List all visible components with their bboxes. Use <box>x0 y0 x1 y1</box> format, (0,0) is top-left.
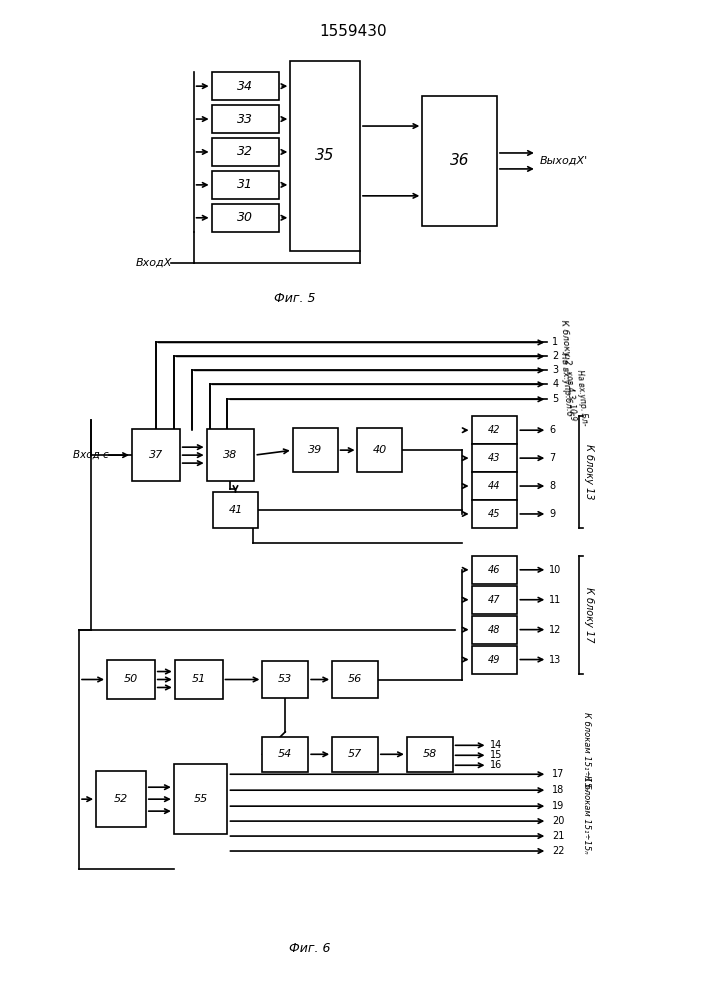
Text: 39: 39 <box>308 445 322 455</box>
Text: 10: 10 <box>549 565 561 575</box>
Text: 54: 54 <box>278 749 293 759</box>
Bar <box>472 586 518 614</box>
Text: 57: 57 <box>348 749 362 759</box>
Bar <box>472 646 518 674</box>
Bar <box>472 556 518 584</box>
Text: 14: 14 <box>489 740 502 750</box>
Bar <box>262 661 308 698</box>
Text: 3: 3 <box>552 365 559 375</box>
Text: 44: 44 <box>489 481 501 491</box>
Text: 33: 33 <box>238 113 253 126</box>
Text: На вх.упр. Бл-
ков 4,3, 10,9: На вх.упр. Бл- ков 4,3, 10,9 <box>564 369 588 427</box>
Bar <box>472 444 518 472</box>
Text: К блокам 15₁÷15ₙ: К блокам 15₁÷15ₙ <box>582 775 591 853</box>
Text: 40: 40 <box>373 445 387 455</box>
Text: 42: 42 <box>489 425 501 435</box>
Bar <box>422 96 497 226</box>
Bar <box>291 61 360 251</box>
Text: 12: 12 <box>549 625 561 635</box>
Text: К блоку 17: К блоку 17 <box>584 587 594 642</box>
Text: 47: 47 <box>489 595 501 605</box>
Text: 6: 6 <box>549 425 556 435</box>
Text: 53: 53 <box>278 674 293 684</box>
Bar <box>211 72 279 100</box>
Text: 37: 37 <box>148 450 163 460</box>
Text: ВходX: ВходX <box>136 258 173 268</box>
Text: 32: 32 <box>238 145 253 158</box>
Bar <box>211 105 279 133</box>
Text: 4: 4 <box>552 379 559 389</box>
Text: 46: 46 <box>489 565 501 575</box>
Text: 22: 22 <box>552 846 565 856</box>
Text: 41: 41 <box>228 505 243 515</box>
Text: 49: 49 <box>489 655 501 665</box>
Text: 36: 36 <box>450 153 469 168</box>
Bar <box>206 429 255 481</box>
Text: 21: 21 <box>552 831 565 841</box>
Text: На вх.упр.бл.6: На вх.упр.бл.6 <box>559 352 573 416</box>
Text: 13: 13 <box>549 655 561 665</box>
Text: 38: 38 <box>223 450 238 460</box>
Text: 8: 8 <box>549 481 556 491</box>
Bar <box>472 616 518 644</box>
Bar <box>96 771 146 827</box>
Text: Фиг. 5: Фиг. 5 <box>274 292 316 305</box>
Bar <box>107 660 155 699</box>
Text: Вход с: Вход с <box>73 450 109 460</box>
Text: 15: 15 <box>489 750 502 760</box>
Bar <box>472 416 518 444</box>
Text: 17: 17 <box>552 769 565 779</box>
Text: К блоку 13: К блоку 13 <box>584 444 594 500</box>
Text: 7: 7 <box>549 453 556 463</box>
Bar <box>213 492 258 528</box>
Text: ВыходX': ВыходX' <box>539 156 588 166</box>
Text: 16: 16 <box>489 760 502 770</box>
Text: 58: 58 <box>423 749 437 759</box>
Bar <box>175 660 223 699</box>
Text: 2: 2 <box>552 351 559 361</box>
Bar <box>407 737 452 772</box>
Bar <box>262 737 308 772</box>
Text: К блоку 2: К блоку 2 <box>559 319 572 365</box>
Text: 30: 30 <box>238 211 253 224</box>
Text: 19: 19 <box>552 801 564 811</box>
Bar <box>132 429 180 481</box>
Text: 43: 43 <box>489 453 501 463</box>
Text: 9: 9 <box>549 509 556 519</box>
Text: 20: 20 <box>552 816 565 826</box>
Bar <box>472 500 518 528</box>
Text: 50: 50 <box>124 674 138 684</box>
Bar <box>211 138 279 166</box>
Bar <box>211 204 279 232</box>
Bar <box>472 472 518 500</box>
Text: 48: 48 <box>489 625 501 635</box>
Text: 52: 52 <box>114 794 128 804</box>
Text: 31: 31 <box>238 178 253 191</box>
Text: 1: 1 <box>552 337 559 347</box>
Text: 55: 55 <box>194 794 208 804</box>
Text: 34: 34 <box>238 80 253 93</box>
Text: 18: 18 <box>552 785 564 795</box>
Text: Фиг. 6: Фиг. 6 <box>289 942 331 955</box>
Text: 1559430: 1559430 <box>319 24 387 39</box>
Bar <box>293 428 337 472</box>
Bar <box>174 764 228 834</box>
Bar <box>332 737 378 772</box>
Bar <box>332 661 378 698</box>
Text: 56: 56 <box>348 674 362 684</box>
Text: 45: 45 <box>489 509 501 519</box>
Text: 5: 5 <box>552 394 559 404</box>
Text: 11: 11 <box>549 595 561 605</box>
Bar <box>358 428 402 472</box>
Bar <box>211 171 279 199</box>
Text: 51: 51 <box>192 674 206 684</box>
Text: 35: 35 <box>315 148 335 163</box>
Text: К блокам 15₁÷15ₙ: К блокам 15₁÷15ₙ <box>582 712 591 791</box>
